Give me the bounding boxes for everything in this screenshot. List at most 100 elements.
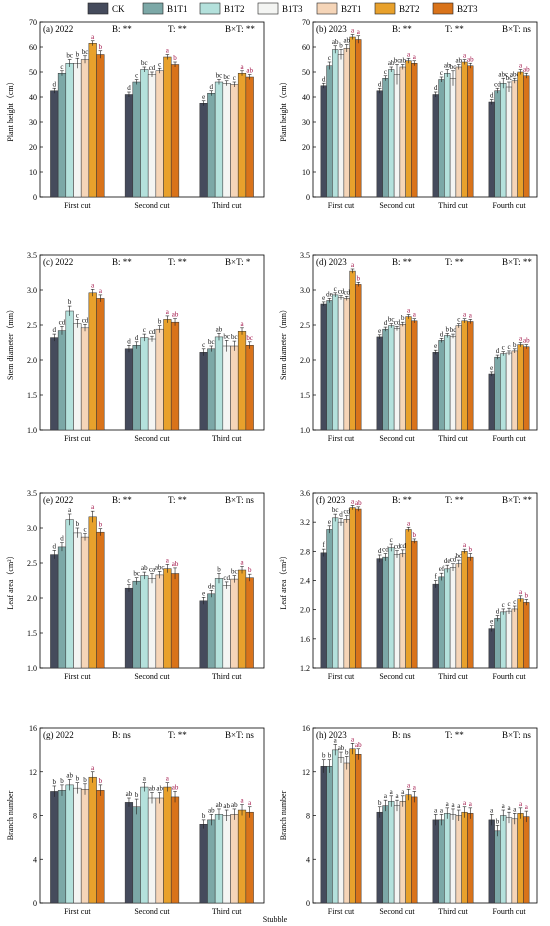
significance-letter: a: [351, 735, 355, 743]
bar: [96, 54, 105, 198]
significance-letter: b: [413, 531, 417, 539]
bar: [245, 811, 254, 904]
significance-letter: ab: [216, 325, 223, 333]
significance-letter: a: [513, 805, 517, 813]
significance-letter: de: [326, 290, 333, 298]
significance-letter: a: [91, 281, 95, 289]
legend-swatch: [87, 2, 109, 15]
significance-letter: a: [334, 736, 338, 744]
bar: [230, 84, 239, 198]
bar: [355, 284, 362, 431]
significance-letter: ab: [156, 785, 163, 793]
significance-letter: a: [143, 775, 147, 783]
bar: [500, 611, 507, 669]
significance-letter: d: [339, 511, 343, 519]
significance-letter: ab: [343, 37, 350, 45]
bar: [349, 270, 356, 431]
significance-letter: a: [525, 803, 529, 811]
significance-letter: ab: [455, 57, 462, 65]
significance-letter: bc: [388, 316, 395, 324]
y-axis-label: Leaf area（cm²）: [279, 551, 288, 609]
significance-letter: e: [328, 518, 331, 526]
bar: [230, 345, 239, 431]
significance-letter: bc: [82, 48, 89, 56]
significance-letter: c: [334, 285, 337, 293]
significance-letter: a: [407, 307, 411, 315]
bar: [388, 325, 395, 431]
significance-letter: ab: [66, 771, 73, 779]
x-tick-label: Third cut: [438, 201, 468, 210]
significance-letter: b: [345, 748, 349, 756]
panel-label: (h) 2023: [316, 730, 347, 740]
bar: [444, 335, 451, 431]
plot-frame: [312, 21, 538, 198]
bar: [155, 574, 164, 669]
x-tick-label: Third cut: [438, 907, 468, 916]
bar: [214, 814, 224, 904]
significance-letter: a: [463, 311, 467, 319]
bar: [222, 83, 231, 198]
x-tick-label: First cut: [64, 672, 91, 681]
bar: [376, 811, 383, 904]
significance-letter: d: [53, 542, 57, 550]
x-tick-label: Third cut: [438, 672, 468, 681]
bar: [405, 529, 412, 669]
stat-label: T: **: [445, 495, 464, 505]
x-tick-label: First cut: [64, 907, 91, 916]
bar: [320, 552, 327, 669]
bar: [349, 748, 356, 904]
significance-letter: a: [99, 287, 103, 295]
bar: [511, 350, 518, 431]
significance-letter: a: [469, 311, 473, 319]
significance-letter: c: [127, 577, 130, 585]
bar: [155, 328, 164, 431]
bar: [163, 319, 172, 431]
significance-letter: ab: [467, 55, 474, 63]
bar: [337, 757, 345, 904]
bar: [237, 331, 247, 431]
bar: [382, 805, 389, 904]
y-tick-label: 1.5: [300, 391, 310, 400]
bar: [170, 573, 180, 669]
bar: [461, 61, 468, 198]
significance-letter: a: [68, 506, 72, 514]
significance-letter: b: [76, 775, 80, 783]
legend-label: B1T1: [167, 4, 188, 14]
bar: [393, 74, 401, 198]
significance-letter: a: [413, 783, 417, 791]
bar: [399, 553, 406, 669]
significance-letter: c: [143, 326, 146, 334]
significance-letter: a: [407, 519, 411, 527]
x-tick-label: Fourth cut: [492, 672, 526, 681]
x-tick-label: Second cut: [379, 434, 415, 443]
significance-letter: cd: [450, 556, 457, 564]
significance-letter: e: [202, 93, 205, 101]
stat-label: B×T: **: [502, 257, 532, 267]
significance-letter: ab: [332, 38, 339, 46]
bar: [237, 569, 247, 669]
bar: [147, 797, 157, 904]
bar: [444, 73, 451, 198]
significance-letter: a: [519, 588, 523, 596]
legend-label: B2T2: [399, 4, 420, 14]
significance-letter: c: [76, 311, 79, 319]
y-tick-label: 8: [33, 812, 37, 821]
significance-letter: abc: [155, 563, 165, 571]
significance-letter: a: [91, 33, 95, 41]
bar: [88, 776, 97, 904]
significance-letter: d: [496, 347, 500, 355]
significance-letter: c: [502, 601, 505, 609]
y-tick-label: 0: [33, 193, 37, 202]
panel-a: 0 10 20 30 40 50 60 70 Plant height（cm） (a) 2022 B…: [6, 18, 265, 210]
panel-h: 0 4 8 12 16 Branch number (h) 2023 B: ns T: ** B×…: [279, 724, 538, 916]
bar: [355, 39, 362, 198]
significance-letter: ab: [355, 499, 362, 507]
legend-item-b2t1: B2T1: [316, 2, 362, 15]
significance-letter: ab: [172, 783, 179, 791]
significance-letter: b: [99, 521, 103, 529]
bar: [163, 786, 172, 904]
bar: [96, 531, 105, 669]
significance-letter: a: [463, 799, 467, 807]
bar: [382, 328, 389, 431]
